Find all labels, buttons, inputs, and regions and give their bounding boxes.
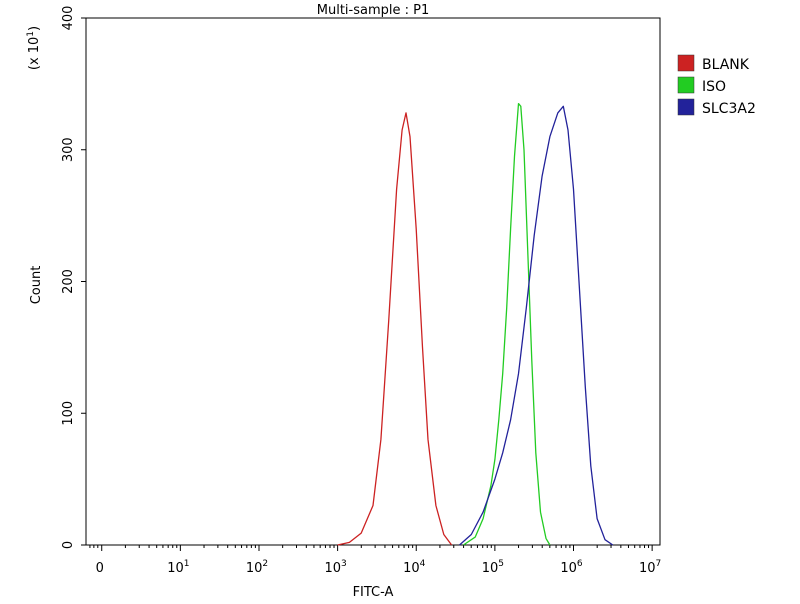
x-tick-label: 104 — [403, 559, 426, 576]
x-tick-label: 105 — [482, 559, 504, 576]
legend-label-iso: ISO — [702, 79, 726, 95]
x-tick-label: 106 — [560, 559, 583, 576]
y-tick-label: 100 — [61, 401, 76, 426]
x-tick-label: 102 — [246, 559, 268, 576]
y-tick-label: 0 — [61, 541, 76, 549]
x-tick-label: 103 — [324, 559, 346, 576]
y-multiplier-label: (x 101) — [26, 26, 42, 70]
legend: BLANK ISO SLC3A2 — [677, 54, 756, 117]
series-line-blank — [337, 112, 453, 546]
y-tick-label: 300 — [61, 137, 76, 162]
legend-label-slc3a2: SLC3A2 — [702, 101, 756, 117]
x-tick-label: 107 — [639, 559, 661, 576]
x-axis-title: FITC-A — [353, 585, 394, 600]
legend-swatch-blank — [677, 54, 695, 72]
legend-label-blank: BLANK — [702, 57, 750, 73]
plot-frame — [85, 17, 661, 546]
y-tick-label: 400 — [61, 6, 76, 31]
y-axis-title: Count — [29, 266, 44, 305]
series-line-slc3a2 — [459, 105, 614, 546]
chart-title: Multi-sample : P1 — [317, 3, 430, 18]
x-tick-label: 0 — [96, 561, 104, 576]
y-axis-ticks: 0 100 200 300 400 — [61, 6, 86, 549]
legend-swatch-iso — [677, 76, 695, 94]
legend-swatch-slc3a2 — [677, 98, 695, 116]
series-lines — [337, 102, 614, 546]
x-tick-label: 101 — [167, 559, 189, 576]
series-line-iso — [463, 102, 551, 546]
y-tick-label: 200 — [61, 269, 76, 294]
x-axis-ticks: 0 101 102 103 104 105 106 107 — [89, 545, 661, 576]
